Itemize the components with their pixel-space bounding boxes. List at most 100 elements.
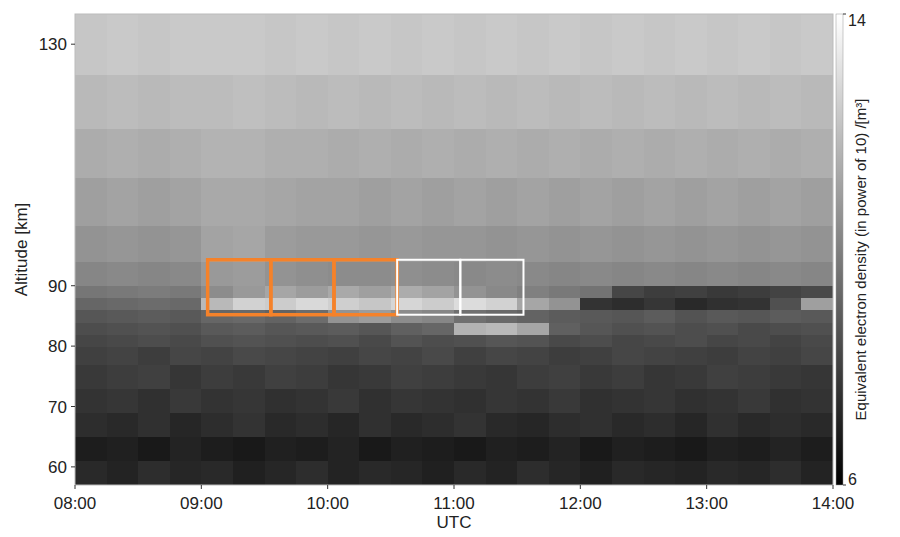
heatmap-cell	[486, 310, 518, 323]
heatmap-cell	[580, 14, 612, 75]
heatmap-cell	[328, 413, 360, 438]
heatmap-cell	[801, 388, 833, 413]
heatmap-cell	[486, 413, 518, 438]
heatmap-cell	[549, 346, 581, 365]
heatmap-cell	[486, 286, 518, 299]
heatmap-cell	[328, 129, 360, 178]
heatmap-cell	[738, 286, 770, 299]
heatmap-cell	[201, 461, 233, 485]
heatmap-cell	[107, 346, 139, 365]
x-tick	[580, 485, 581, 489]
heatmap-cell	[170, 364, 202, 389]
heatmap-cell	[801, 74, 833, 129]
heatmap-cell	[770, 14, 802, 75]
heatmap-cell	[580, 461, 612, 485]
heatmap-cell	[707, 437, 739, 462]
heatmap-cell	[517, 413, 549, 438]
heatmap-cell	[233, 322, 265, 335]
x-tick	[327, 485, 328, 489]
heatmap-cell	[170, 437, 202, 462]
heatmap-cell	[707, 74, 739, 129]
heatmap-cell	[707, 388, 739, 413]
heatmap-cell	[517, 129, 549, 178]
heatmap-cell	[454, 461, 486, 485]
heatmap-cell	[675, 334, 707, 347]
heatmap-cell	[707, 310, 739, 323]
heatmap-cell	[359, 334, 391, 347]
heatmap-cell	[138, 286, 170, 299]
heatmap-cell	[359, 364, 391, 389]
colorbar-tick-label: 14	[848, 12, 866, 29]
heatmap-cell	[328, 388, 360, 413]
heatmap-cell	[170, 225, 202, 262]
heatmap-cell	[644, 225, 676, 262]
heatmap-cell	[75, 334, 107, 347]
heatmap-cell	[707, 298, 739, 311]
y-tick	[71, 346, 75, 347]
heatmap-cell	[549, 14, 581, 75]
heatmap-cell	[644, 437, 676, 462]
heatmap-cell	[549, 461, 581, 485]
heatmap-cell	[233, 298, 265, 311]
boxes	[208, 260, 524, 315]
heatmap-cell	[107, 437, 139, 462]
heatmap-cell	[454, 14, 486, 75]
heatmap-cell	[328, 74, 360, 129]
heatmap-cell	[75, 364, 107, 389]
heatmap-cell	[517, 286, 549, 299]
heatmap-cell	[486, 177, 518, 226]
heatmap-cell	[707, 225, 739, 262]
heatmap-cell	[391, 461, 423, 485]
highlight-box	[334, 260, 397, 315]
heatmap-cell	[233, 461, 265, 485]
heatmap-cell	[422, 310, 454, 323]
heatmap-cell	[170, 388, 202, 413]
heatmap-cell	[486, 322, 518, 335]
heatmap-cell	[580, 177, 612, 226]
heatmap-cell	[738, 310, 770, 323]
heatmap-cell	[675, 310, 707, 323]
heatmap-cell	[675, 14, 707, 75]
heatmap-cell	[201, 129, 233, 178]
heatmap-cell	[707, 413, 739, 438]
heatmap-cell	[391, 322, 423, 335]
heatmap-cell	[801, 225, 833, 262]
heatmap-cell	[549, 364, 581, 389]
heatmap-cell	[265, 461, 297, 485]
heatmap-cell	[549, 74, 581, 129]
heatmap-cell	[422, 129, 454, 178]
heatmap-cell	[296, 262, 328, 287]
heatmap-cell	[265, 322, 297, 335]
heatmap-cell	[454, 298, 486, 311]
heatmap-cell	[138, 225, 170, 262]
heatmap-cell	[644, 388, 676, 413]
heatmap-cell	[233, 286, 265, 299]
heatmap-cell	[359, 14, 391, 75]
heatmap-cell	[612, 364, 644, 389]
heatmap-cell	[201, 225, 233, 262]
heatmap-cell	[770, 461, 802, 485]
heatmap-cell	[422, 286, 454, 299]
heatmap-cell	[170, 298, 202, 311]
heatmap-cell	[201, 322, 233, 335]
heatmap-cell	[107, 74, 139, 129]
heatmap-cell	[580, 364, 612, 389]
heatmap-cell	[265, 225, 297, 262]
heatmap-cell	[75, 310, 107, 323]
heatmap-cell	[265, 74, 297, 129]
heatmap-cell	[422, 346, 454, 365]
heatmap-cell	[644, 461, 676, 485]
heatmap-cell	[201, 388, 233, 413]
heatmap-cell	[296, 334, 328, 347]
heatmap-cell	[454, 413, 486, 438]
heatmap-cell	[675, 437, 707, 462]
heatmap-cell	[296, 14, 328, 75]
heatmap-cell	[75, 262, 107, 287]
heatmap-cell	[707, 364, 739, 389]
heatmap-cell	[644, 364, 676, 389]
heatmap-cell	[359, 225, 391, 262]
heatmap-cell	[391, 225, 423, 262]
heatmap-cell	[707, 346, 739, 365]
heatmap-cell	[422, 298, 454, 311]
heatmap-cell	[201, 14, 233, 75]
